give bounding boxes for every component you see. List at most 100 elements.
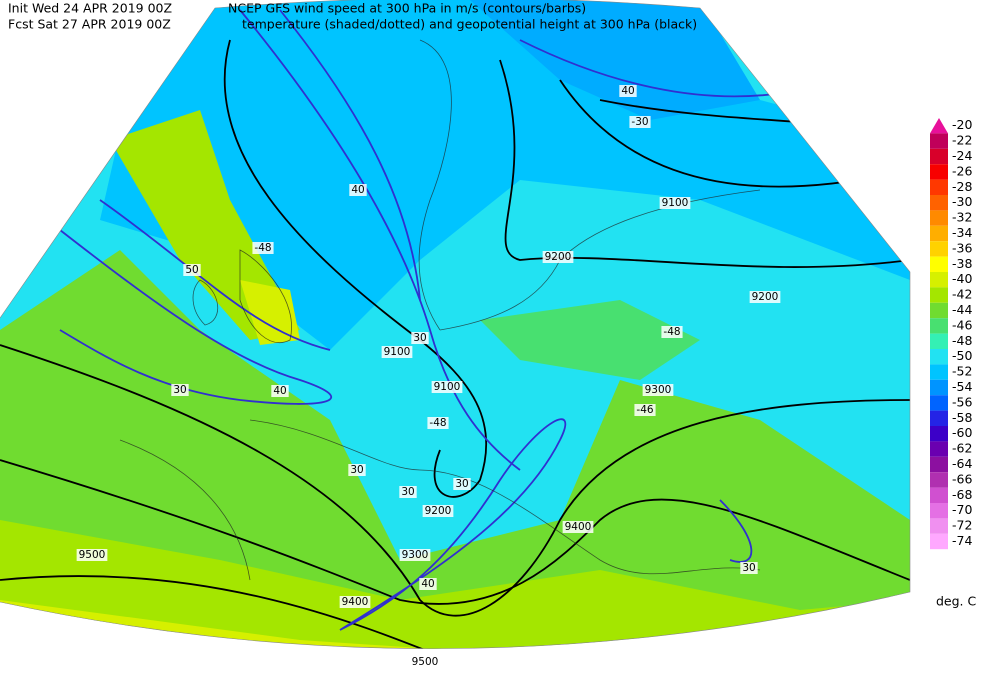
colorbar-label: -34 (952, 225, 972, 240)
colorbar-label: -72 (952, 518, 972, 533)
colorbar-label: -52 (952, 364, 972, 379)
contour-label: 9500 (412, 656, 439, 668)
contour-label: 9300 (402, 549, 429, 561)
contour-label: -30 (631, 116, 648, 128)
colorbar-label: -64 (952, 456, 972, 471)
contour-label-box (399, 486, 417, 498)
map-frame (0, 0, 911, 649)
contour-label: -46 (636, 404, 653, 416)
contour-label-box (381, 346, 413, 358)
colorbar-label: -48 (952, 333, 972, 348)
wind-contours (59, 9, 801, 631)
contour-label: 9500 (79, 549, 106, 561)
colorbar-swatch (930, 256, 948, 272)
colorbar-label: -46 (952, 317, 972, 332)
contour-label: 30 (401, 486, 414, 498)
contour-label-box (661, 326, 683, 338)
contour-label: 9400 (342, 596, 369, 608)
colorbar-swatch (930, 333, 948, 349)
colorbar-swatch (930, 503, 948, 519)
colorbar-label: -30 (952, 194, 972, 209)
contour-label: 9100 (662, 197, 689, 209)
contour-label: 50 (185, 264, 198, 276)
title: NCEP GFS wind speed at 300 hPa in m/s (c… (228, 1, 586, 16)
colorbar-label: -38 (952, 256, 972, 271)
contour-label: -48 (254, 242, 271, 254)
colorbar-swatch (930, 349, 948, 365)
contour-label: 40 (273, 385, 286, 397)
contour-label: 40 (421, 578, 434, 590)
colorbar-label: -28 (952, 179, 972, 194)
contour-label: 30 (413, 332, 426, 344)
contour-label: 9200 (425, 505, 452, 517)
contour-label-box (171, 384, 189, 396)
contour-label-box (740, 562, 758, 574)
colorbar-swatch (930, 133, 948, 149)
colorbar-label: -26 (952, 163, 972, 178)
colorbar-label: -70 (952, 502, 972, 517)
colorbar-swatch (930, 364, 948, 380)
colorbar-label: -60 (952, 425, 972, 440)
colorbar-swatch (930, 148, 948, 165)
unit-label: deg. C (936, 594, 977, 609)
contour-label-box (431, 381, 463, 393)
contour-label: 30 (742, 562, 755, 574)
colorbar-swatch (930, 441, 948, 457)
contour-label: 9200 (545, 251, 572, 263)
colorbar-swatch (930, 395, 948, 411)
contour-label-box (411, 332, 429, 344)
colorbar-label: -24 (952, 148, 972, 163)
colorbar-swatch (930, 210, 948, 226)
contour-label-box (542, 251, 574, 263)
colorbar: -20-22-24-26-28-30-32-34-36-38-40-42-44-… (930, 117, 972, 550)
contour-label-box (399, 549, 431, 561)
colorbar-swatch (930, 225, 948, 242)
contour-label: 30 (173, 384, 186, 396)
colorbar-swatch (930, 426, 948, 442)
contour-label: 40 (351, 184, 364, 196)
colorbar-label: -32 (952, 210, 972, 225)
contour-label-box (409, 656, 441, 668)
contour-label-box (183, 264, 201, 276)
forecast-time: Fcst Sat 27 APR 2019 00Z (8, 17, 171, 32)
colorbar-swatch (930, 487, 948, 503)
colorbar-swatch (930, 472, 948, 488)
contour-label-box (339, 596, 371, 608)
colorbar-swatch (930, 410, 948, 426)
contour-label-box (642, 384, 674, 396)
contour-label: 30 (455, 478, 468, 490)
colorbar-label: -74 (952, 533, 972, 548)
colorbar-swatch (930, 533, 948, 550)
colorbar-swatch (930, 379, 948, 396)
colorbar-swatch (930, 195, 948, 211)
colorbar-arrow (930, 118, 948, 134)
colorbar-swatch (930, 272, 948, 288)
field (470, 0, 760, 120)
colorbar-label: -42 (952, 287, 972, 302)
colorbar-label: -54 (952, 379, 972, 394)
contour-label-box (629, 116, 651, 128)
contour-labels: 9100 9200 9200 9300 9100 9100 9200 9300 9400 9400… (76, 85, 781, 668)
colorbar-label: -44 (952, 302, 972, 317)
contour-label: 9300 (645, 384, 672, 396)
colorbar-label: -58 (952, 410, 972, 425)
contour-label: 9100 (434, 381, 461, 393)
colorbar-swatch (930, 302, 948, 319)
contour-label-box (252, 242, 274, 254)
colorbar-swatch (930, 179, 948, 195)
field (480, 300, 700, 380)
colorbar-label: -36 (952, 240, 972, 255)
coastlines (119, 39, 761, 581)
colorbar-label: -66 (952, 471, 972, 486)
colorbar-swatch (930, 164, 948, 180)
colorbar-swatch (930, 518, 948, 534)
init-time: Init Wed 24 APR 2019 00Z (8, 1, 172, 16)
contour-label-box (562, 521, 594, 533)
contour-label: -48 (663, 326, 680, 338)
contour-label: -48 (429, 417, 446, 429)
contour-label-box (749, 291, 781, 303)
colorbar-swatch (930, 287, 948, 303)
colorbar-label: -56 (952, 394, 972, 409)
contour-label-box (453, 478, 471, 490)
contour-label-box (634, 404, 656, 416)
